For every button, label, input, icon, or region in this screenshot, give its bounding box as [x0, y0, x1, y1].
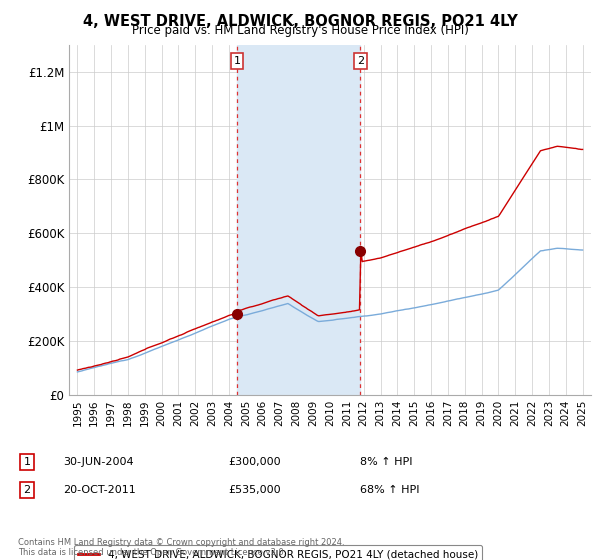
- Text: 2: 2: [357, 56, 364, 66]
- Text: 20-OCT-2011: 20-OCT-2011: [63, 485, 136, 495]
- Text: 1: 1: [23, 457, 31, 467]
- Text: 2: 2: [23, 485, 31, 495]
- Legend: 4, WEST DRIVE, ALDWICK, BOGNOR REGIS, PO21 4LY (detached house), HPI: Average pr: 4, WEST DRIVE, ALDWICK, BOGNOR REGIS, PO…: [74, 545, 482, 560]
- Text: 30-JUN-2004: 30-JUN-2004: [63, 457, 134, 467]
- Text: 8% ↑ HPI: 8% ↑ HPI: [360, 457, 413, 467]
- Text: 1: 1: [234, 56, 241, 66]
- Bar: [237, 45, 361, 395]
- Text: Contains HM Land Registry data © Crown copyright and database right 2024.
This d: Contains HM Land Registry data © Crown c…: [18, 538, 344, 557]
- Text: £535,000: £535,000: [228, 485, 281, 495]
- Text: 68% ↑ HPI: 68% ↑ HPI: [360, 485, 419, 495]
- Text: 4, WEST DRIVE, ALDWICK, BOGNOR REGIS, PO21 4LY: 4, WEST DRIVE, ALDWICK, BOGNOR REGIS, PO…: [83, 14, 517, 29]
- Text: £300,000: £300,000: [228, 457, 281, 467]
- Text: Price paid vs. HM Land Registry's House Price Index (HPI): Price paid vs. HM Land Registry's House …: [131, 24, 469, 37]
